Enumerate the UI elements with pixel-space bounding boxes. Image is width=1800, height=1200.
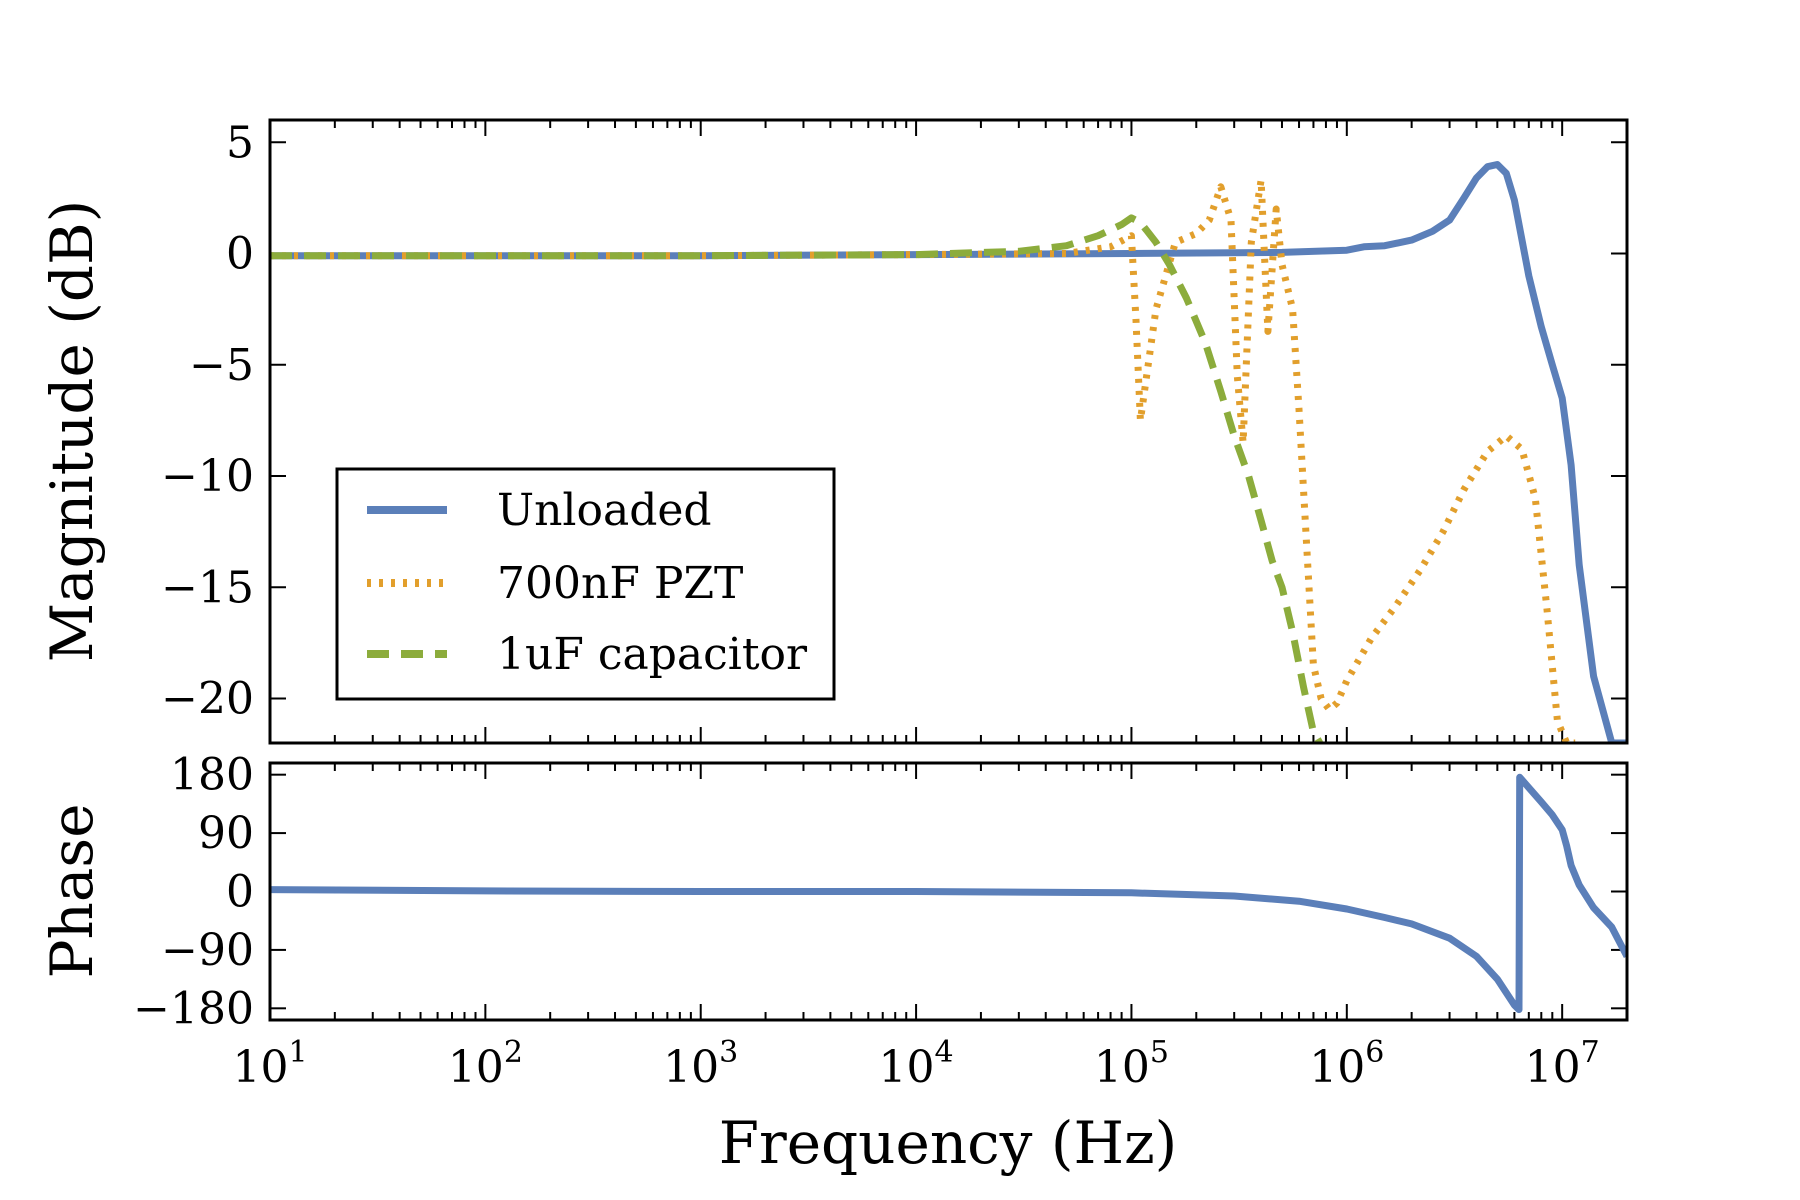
- x-tick-label: 105: [1094, 1035, 1169, 1093]
- phase-panel: 180 90 0 −90 −180 101 102 103 104 105 106 107 Phas…: [38, 750, 1629, 1177]
- phase-y-tick-label: 180: [170, 750, 254, 801]
- x-tick-label: 107: [1525, 1035, 1600, 1093]
- x-tick-label: 104: [879, 1035, 954, 1093]
- phase-y-tick-label: 90: [198, 808, 254, 859]
- x-tick-label: 106: [1309, 1035, 1384, 1093]
- magnitude-y-axis-title: Magnitude (dB): [38, 200, 106, 663]
- phase-y-tick-label: −180: [133, 983, 254, 1034]
- magnitude-y-tick-label: −5: [189, 340, 254, 391]
- magnitude-plot-frame: [268, 118, 1629, 745]
- magnitude-line-unloaded: [270, 161, 1627, 743]
- magnitude-y-tick-label: −20: [161, 674, 254, 725]
- x-axis-title: Frequency (Hz): [719, 1109, 1178, 1177]
- phase-y-tick-label: 0: [226, 867, 254, 918]
- magnitude-y-tick-label: 5: [226, 117, 254, 168]
- x-tick-labels: 101 102 103 104 105 106 107: [232, 1035, 1599, 1093]
- x-tick-label: 103: [663, 1035, 738, 1093]
- phase-line-unloaded: [270, 773, 1627, 1014]
- phase-plot-frame: [268, 761, 1629, 1022]
- legend-label-1uf-capacitor: 1uF capacitor: [497, 629, 808, 680]
- legend-label-700nf-pzt: 700nF PZT: [497, 558, 743, 609]
- magnitude-y-tick-labels: 5 0 −5 −10 −15 −20: [161, 117, 254, 724]
- x-tick-label: 102: [448, 1035, 523, 1093]
- magnitude-panel: 5 0 −5 −10 −15 −20 Magnitude (dB) Unloaded 70…: [38, 117, 1629, 745]
- x-tick-label: 101: [232, 1035, 307, 1093]
- magnitude-y-tick-label: −10: [161, 451, 254, 502]
- magnitude-lines: [270, 161, 1627, 743]
- magnitude-y-tick-label: 0: [226, 229, 254, 280]
- magnitude-line-1uf-capacitor: [270, 214, 1323, 743]
- legend-label-unloaded: Unloaded: [497, 485, 712, 536]
- legend: Unloaded 700nF PZT 1uF capacitor: [335, 467, 836, 701]
- magnitude-y-tick-label: −15: [161, 562, 254, 613]
- phase-y-tick-label: −90: [161, 925, 254, 976]
- phase-y-tick-labels: 180 90 0 −90 −180: [133, 750, 254, 1035]
- phase-y-axis-title: Phase: [38, 803, 106, 978]
- phase-lines: [270, 773, 1627, 1014]
- magnitude-line-700nf-pzt: [270, 176, 1576, 743]
